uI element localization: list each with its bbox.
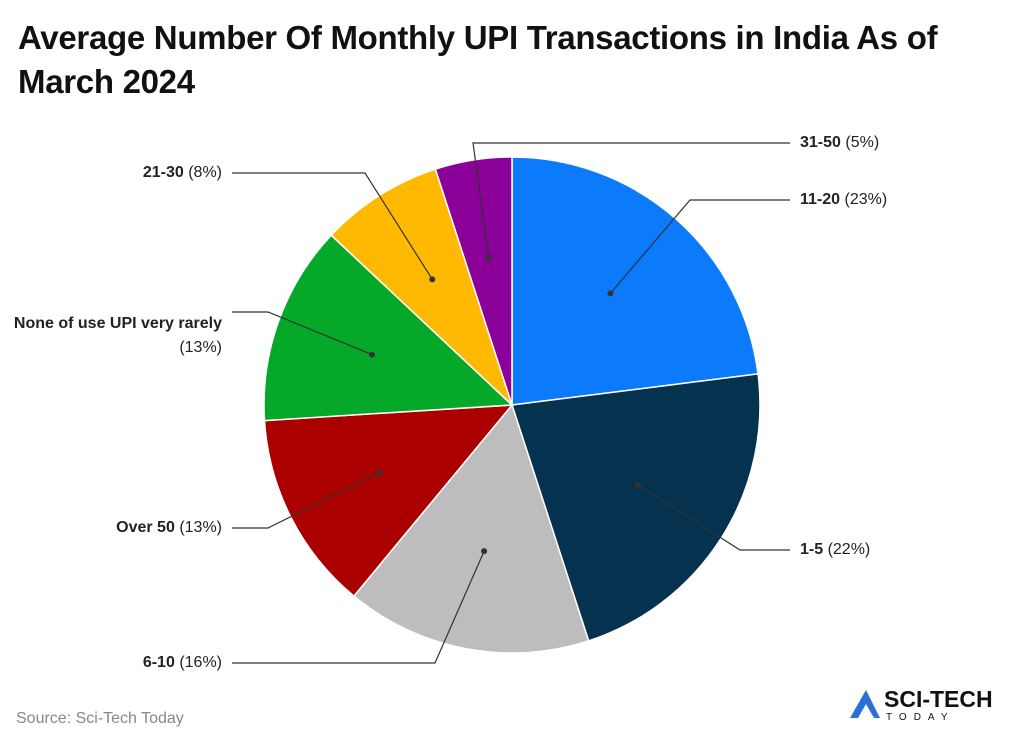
data-label: None of use UPI very rarely (13%) <box>12 312 222 360</box>
data-label: 11-20 (23%) <box>800 188 1000 212</box>
leader-dot <box>368 351 375 358</box>
leader-dot <box>376 469 383 476</box>
pie-slice <box>511 156 759 406</box>
label-category: 11-20 <box>800 191 841 208</box>
leader-line <box>472 142 790 259</box>
leader-line <box>232 311 373 356</box>
label-value: (16%) <box>179 654 222 671</box>
label-value: (13%) <box>179 519 222 536</box>
leader-dot <box>634 481 641 488</box>
label-category: 21-30 <box>142 164 184 181</box>
leader-line <box>637 484 790 551</box>
label-category: 1-5 <box>800 541 824 558</box>
leader-line <box>232 550 485 664</box>
logo-subtitle: TODAY <box>886 712 955 723</box>
chart-title: Average Number Of Monthly UPI Transactio… <box>18 19 938 100</box>
leader-dot <box>485 255 492 262</box>
leader-line <box>232 472 380 529</box>
label-value: (23%) <box>844 191 888 208</box>
label-value: (13%) <box>179 339 222 356</box>
pie-slice <box>263 234 514 422</box>
pie-slice <box>352 403 590 654</box>
logo-title: SCI-TECH <box>884 686 993 712</box>
leader-line <box>232 172 433 280</box>
label-category: Over 50 <box>116 519 175 536</box>
label-category: None of use UPI very rarely <box>13 315 222 332</box>
label-value: (8%) <box>188 164 222 181</box>
leader-line <box>609 199 790 294</box>
data-label: 1-5 (22%) <box>800 538 1000 562</box>
data-label: 21-30 (8%) <box>12 161 222 185</box>
label-value: (5%) <box>845 134 880 151</box>
data-label: 31-50 (5%) <box>800 131 1000 155</box>
data-label: Over 50 (13%) <box>12 516 222 540</box>
label-category: 31-50 <box>800 134 841 151</box>
pie-slice <box>434 156 513 406</box>
leader-dot <box>429 276 436 283</box>
leader-dot <box>607 290 614 297</box>
label-value: (22%) <box>827 541 871 558</box>
pie-slice <box>263 404 514 598</box>
leader-dot <box>481 548 488 555</box>
source: Source: Sci-Tech Today <box>16 710 184 727</box>
label-category: 6-10 <box>142 654 175 671</box>
data-label: 6-10 (16%) <box>12 651 222 675</box>
logo-icon <box>850 690 880 718</box>
